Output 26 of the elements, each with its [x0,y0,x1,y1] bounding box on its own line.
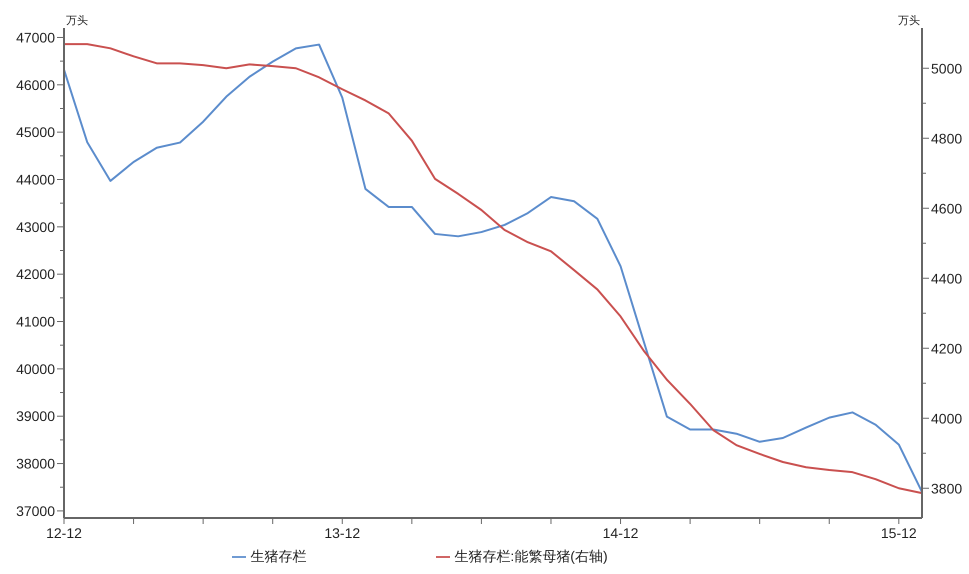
y-tick-label: 43000 [16,218,56,235]
y-tick-label: 42000 [16,266,56,282]
y-tick-label: 47000 [16,29,56,46]
y2-axis-title: 万头 [898,14,920,27]
legend-label: 生猪存栏 [250,548,306,564]
x-tick-label: 14-12 [602,525,639,541]
y2-tick-label: 4200 [931,340,962,356]
y2-tick-label: 4400 [931,270,962,286]
x-tick-label: 13-12 [324,525,360,541]
y2-tick-label: 5000 [931,60,962,76]
y-tick-label: 46000 [16,76,56,93]
y2-tick-label: 3800 [931,480,962,496]
y-tick-label: 37000 [16,502,56,519]
x-tick-label: 12-12 [46,525,82,541]
y-tick-label: 44000 [16,172,56,188]
x-tick-label: 15-12 [880,525,917,541]
y-tick-label: 45000 [16,124,56,140]
y2-tick-label: 4800 [931,130,962,146]
y-tick-label: 39000 [16,408,56,424]
y2-tick-label: 4000 [931,410,962,426]
legend-label: 生猪存栏:能繁母猪(右轴) [454,548,608,564]
y-tick-label: 38000 [16,456,56,472]
y-tick-label: 40000 [16,360,56,377]
y-tick-label: 41000 [16,314,56,330]
y2-tick-label: 4600 [931,200,962,216]
y-axis-title: 万头 [66,14,88,27]
